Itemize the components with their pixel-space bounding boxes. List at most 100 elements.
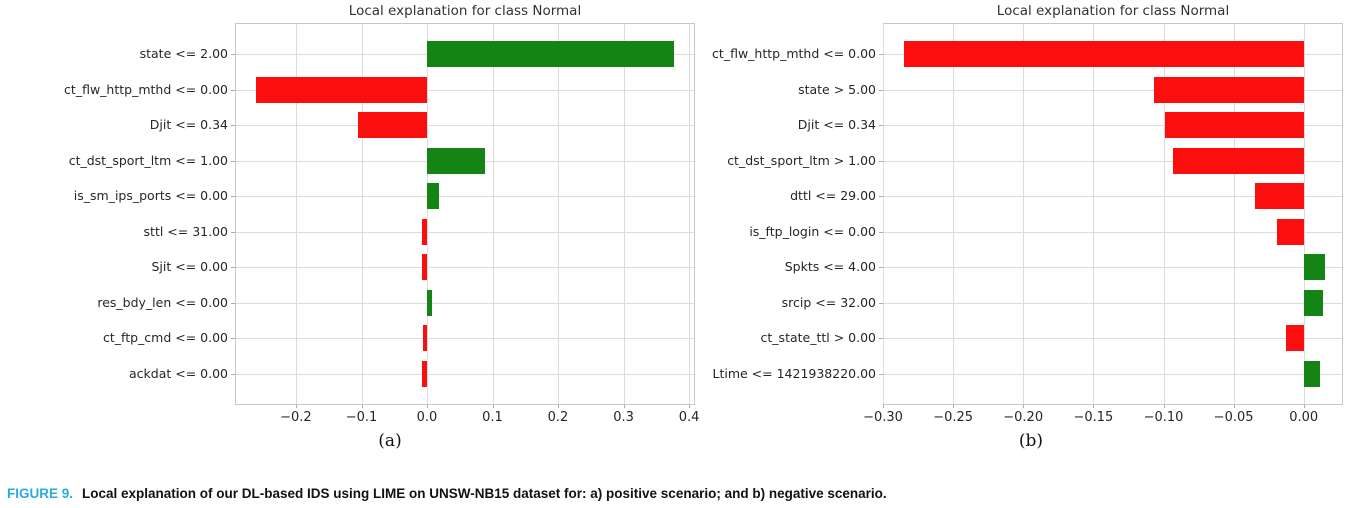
bar-negative xyxy=(1285,325,1304,351)
x-gridline xyxy=(1093,24,1095,404)
bar-positive xyxy=(427,183,439,209)
bar-positive xyxy=(1303,254,1325,280)
subfigure-label: (a) xyxy=(378,431,402,451)
y-gridline xyxy=(884,196,1342,197)
y-tick-mark xyxy=(231,231,235,233)
x-tick-mark xyxy=(1303,405,1305,408)
y-gridline xyxy=(236,338,694,339)
figure-caption-text: Local explanation of our DL-based IDS us… xyxy=(82,486,887,501)
bar-negative xyxy=(256,76,427,103)
y-gridline xyxy=(236,160,694,162)
y-tick-mark xyxy=(879,267,883,268)
bar-negative xyxy=(1153,76,1304,103)
bar-negative xyxy=(358,112,427,138)
y-tick-label: Sjit <= 0.00 xyxy=(151,259,228,274)
bar-negative xyxy=(421,218,427,245)
x-tick-mark xyxy=(1093,405,1095,408)
x-tick-label: 0.3 xyxy=(613,410,634,425)
x-tick-label: 0.4 xyxy=(678,410,700,425)
plot-area xyxy=(883,23,1343,405)
y-tick-label: Ltime <= 1421938220.00 xyxy=(712,365,876,381)
x-tick-mark xyxy=(361,405,363,408)
y-gridline xyxy=(236,373,694,375)
y-gridline xyxy=(236,267,694,268)
y-tick-mark xyxy=(231,89,235,91)
y-tick-mark xyxy=(231,54,235,55)
y-tick-label: ct_dst_sport_ltm <= 1.00 xyxy=(68,152,228,168)
bar-positive xyxy=(427,147,485,174)
x-gridline xyxy=(1023,24,1025,404)
x-tick-label: 0.2 xyxy=(547,410,569,425)
y-tick-mark xyxy=(879,302,883,304)
y-tick-mark xyxy=(879,54,883,55)
x-gridline xyxy=(623,24,625,404)
y-tick-label: is_sm_ips_ports <= 0.00 xyxy=(73,188,228,203)
x-gridline xyxy=(295,24,297,404)
y-tick-mark xyxy=(231,196,235,197)
y-tick-label: ackdat <= 0.00 xyxy=(129,365,228,381)
x-tick-mark xyxy=(1023,405,1025,408)
x-gridline xyxy=(1233,24,1235,404)
y-tick-label: state <= 2.00 xyxy=(139,46,228,61)
x-tick-label: −0.1 xyxy=(345,410,378,425)
y-tick-mark xyxy=(879,373,883,375)
subfigure-label: (b) xyxy=(1018,431,1044,451)
chart-title: Local explanation for class Normal xyxy=(996,3,1230,19)
plot-area xyxy=(235,23,695,405)
x-gridline xyxy=(492,24,494,404)
y-gridline xyxy=(884,54,1342,55)
y-gridline xyxy=(884,373,1342,375)
y-tick-label: state > 5.00 xyxy=(798,81,876,97)
x-tick-mark xyxy=(295,405,297,408)
bar-positive xyxy=(1303,360,1321,387)
x-tick-mark xyxy=(1163,405,1165,408)
figure-caption-label: FIGURE 9. xyxy=(7,486,74,501)
y-tick-label: sttl <= 31.00 xyxy=(143,223,228,239)
chart-title: Local explanation for class Normal xyxy=(348,3,582,19)
x-tick-label: −0.25 xyxy=(933,410,974,425)
x-gridline xyxy=(427,24,428,404)
x-tick-mark xyxy=(1233,405,1235,408)
bar-negative xyxy=(1164,112,1304,138)
x-tick-label: 0.1 xyxy=(482,410,503,425)
y-tick-label: srcip <= 32.00 xyxy=(781,294,876,310)
x-tick-label: −0.30 xyxy=(863,410,903,425)
chart-a-lime-positive-scenario: Local explanation for class Normal −0.2 −0… xyxy=(64,3,700,451)
bar-negative xyxy=(1277,218,1304,245)
y-gridline xyxy=(236,54,694,55)
bar-negative xyxy=(423,325,427,351)
y-tick-mark xyxy=(231,302,235,304)
x-tick-label: 0.0 xyxy=(416,410,438,425)
y-tick-label: Spkts <= 4.00 xyxy=(784,259,876,274)
x-tick-mark xyxy=(689,405,691,408)
y-tick-label: Djit <= 0.34 xyxy=(149,117,228,132)
x-gridline xyxy=(558,24,559,404)
x-tick-label: −0.05 xyxy=(1213,410,1254,425)
x-gridline xyxy=(1303,24,1305,404)
x-gridline xyxy=(361,24,363,404)
y-tick-mark xyxy=(879,196,883,197)
bar-negative xyxy=(1173,147,1304,174)
x-gridline xyxy=(1163,24,1165,404)
bar-negative xyxy=(904,41,1304,67)
x-gridline xyxy=(689,24,691,404)
y-gridline xyxy=(236,89,694,91)
x-gridline xyxy=(953,24,955,404)
x-tick-mark xyxy=(558,405,559,408)
y-gridline xyxy=(236,302,694,304)
y-tick-label: ct_state_ttl > 0.00 xyxy=(760,330,876,345)
x-tick-mark xyxy=(427,405,428,408)
bar-negative xyxy=(422,360,427,387)
y-tick-label: dttl <= 29.00 xyxy=(790,188,876,203)
y-tick-label: res_bdy_len <= 0.00 xyxy=(97,294,228,310)
figure-caption: FIGURE 9. Local explanation of our DL-bas… xyxy=(7,486,887,501)
y-tick-mark xyxy=(231,373,235,375)
y-gridline xyxy=(884,338,1342,339)
x-tick-mark xyxy=(883,405,884,408)
y-tick-mark xyxy=(231,267,235,268)
y-gridline xyxy=(236,231,694,233)
y-tick-label: is_ftp_login <= 0.00 xyxy=(749,223,876,239)
x-tick-label: −0.15 xyxy=(1073,410,1114,425)
y-tick-mark xyxy=(879,125,883,126)
